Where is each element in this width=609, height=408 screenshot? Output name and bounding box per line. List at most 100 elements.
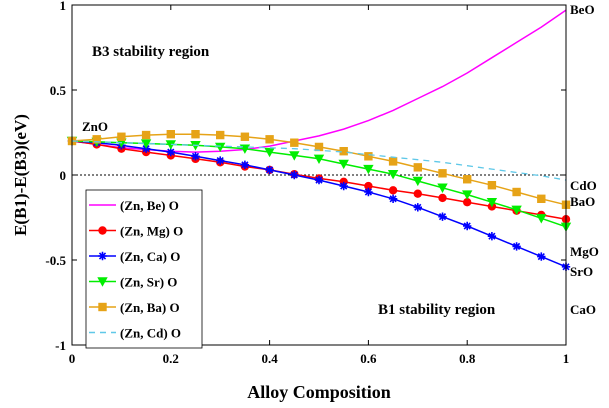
data-point-cao: [339, 181, 348, 191]
data-point-sro: [387, 169, 399, 180]
y-tick-label: -1: [55, 338, 66, 353]
legend-marker: [98, 251, 107, 261]
data-point-bao: [339, 147, 348, 156]
data-point-cao: [438, 212, 447, 221]
data-point-cao: [216, 156, 225, 165]
data-point-cao: [191, 152, 200, 161]
data-point-sro: [215, 142, 226, 153]
data-point-mgo: [438, 193, 447, 203]
series-layer: [66, 9, 572, 271]
data-point-cao: [364, 187, 373, 197]
data-point-bao: [290, 138, 299, 147]
data-point-sro: [289, 151, 300, 161]
data-point-cao: [388, 194, 398, 203]
data-point-mgo: [463, 198, 472, 207]
data-point-bao: [191, 130, 200, 139]
data-point-bao: [216, 130, 225, 140]
legend-label: (Zn, Mg) O: [120, 224, 183, 239]
legend-label: (Zn, Cd) O: [120, 326, 181, 341]
data-point-cao: [413, 203, 422, 212]
y-tick-label: -0.5: [45, 253, 66, 268]
data-point-sro: [462, 190, 473, 200]
data-point-bao: [166, 130, 175, 139]
annotation-b3-region: B3 stability region: [92, 44, 210, 60]
x-tick-label: 0.4: [261, 351, 278, 366]
legend-label: (Zn, Sr) O: [120, 275, 177, 290]
data-point-bao: [314, 142, 324, 152]
end-label-mgo: MgO: [570, 244, 599, 259]
data-point-sro: [140, 139, 152, 149]
legend-item-mgo: (Zn, Mg) O: [89, 224, 183, 239]
data-point-mgo: [413, 189, 422, 198]
data-point-sro: [165, 140, 176, 150]
data-point-cao: [512, 242, 521, 251]
end-label-bao: BaO: [570, 194, 595, 209]
data-point-sro: [486, 198, 498, 208]
annotation-zno: ZnO: [82, 119, 108, 134]
data-point-sro: [437, 183, 448, 193]
data-point-cao: [463, 221, 472, 231]
legend-item-sro: (Zn, Sr) O: [89, 275, 177, 290]
data-point-bao: [463, 175, 472, 184]
data-point-bao: [487, 181, 497, 190]
x-tick-label: 0.2: [163, 351, 179, 366]
data-point-sro: [412, 176, 423, 187]
y-tick-label: 0.5: [50, 83, 67, 98]
data-point-bao: [512, 187, 521, 197]
data-point-bao: [92, 135, 101, 144]
legend-box: [85, 189, 203, 349]
data-point-sro: [536, 214, 547, 224]
data-point-cao: [166, 147, 175, 157]
legend-label: (Zn, Ba) O: [120, 300, 180, 315]
legend: (Zn, Be) O (Zn, Mg) O (Zn, Ca) O (Zn, Sr) O…: [85, 189, 203, 349]
x-tick-label: 1: [563, 351, 570, 366]
annotation-b1-region: B1 stability region: [378, 302, 496, 318]
series-line-cdo: [71, 140, 567, 181]
data-point-mgo: [388, 186, 398, 195]
end-label-cdo: CdO: [570, 178, 597, 193]
legend-marker: [98, 302, 107, 312]
data-point-bao: [438, 169, 447, 178]
data-point-bao: [265, 135, 274, 144]
data-point-sro: [313, 154, 325, 165]
x-tick-label: 0.8: [459, 351, 476, 366]
plot-frame: [71, 4, 567, 346]
data-point-sro: [264, 147, 275, 158]
end-label-cao: CaO: [570, 302, 596, 317]
data-point-sro: [363, 164, 374, 175]
data-point-bao: [141, 130, 151, 140]
legend-label: (Zn, Ca) O: [120, 249, 180, 264]
data-point-cao: [314, 175, 324, 185]
y-axis-label: E(B1)-E(B3)(eV): [11, 114, 30, 236]
legend-marker: [97, 277, 108, 287]
end-label-sro: SrO: [570, 264, 593, 279]
legend-item-cao: (Zn, Ca) O: [89, 249, 180, 264]
data-point-bao: [413, 163, 422, 172]
end-label-beo: BeO: [570, 2, 595, 17]
legend-item-cdo: (Zn, Cd) O: [89, 326, 181, 341]
legend-item-beo: (Zn, Be) O: [89, 198, 179, 213]
data-point-sro: [338, 159, 349, 170]
x-tick-label: 0: [69, 351, 76, 366]
data-point-bao: [117, 132, 126, 141]
series-cdo: [71, 140, 567, 181]
x-tick-label: 0.6: [360, 351, 377, 366]
data-point-mgo: [364, 181, 373, 191]
data-point-bao: [364, 152, 373, 161]
data-point-bao: [240, 132, 250, 141]
legend-label: (Zn, Be) O: [120, 198, 179, 213]
data-point-cao: [537, 252, 546, 261]
legend-item-bao: (Zn, Ba) O: [89, 300, 180, 315]
data-point-sro: [511, 205, 522, 216]
y-tick-label: 1: [60, 0, 67, 13]
x-axis-label: Alloy Composition: [247, 382, 391, 402]
y-tick-label: 0: [60, 168, 67, 183]
data-point-cao: [265, 165, 274, 175]
data-point-cao: [290, 170, 299, 180]
data-point-bao: [537, 194, 546, 203]
data-point-cao: [240, 160, 250, 169]
data-point-bao: [388, 157, 398, 166]
legend-marker: [98, 226, 107, 235]
